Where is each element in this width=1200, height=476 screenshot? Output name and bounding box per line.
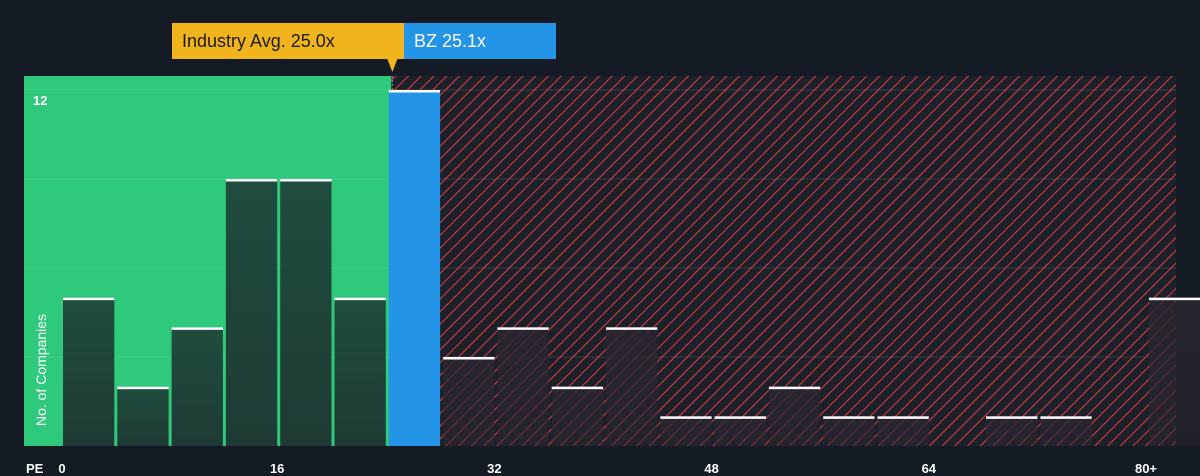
x-tick-label: 16 xyxy=(270,461,284,476)
bar-cap xyxy=(63,297,115,301)
bar-cap xyxy=(823,416,875,419)
x-tick-label: 48 xyxy=(704,461,718,476)
histogram-bar xyxy=(551,386,603,446)
histogram-bar xyxy=(443,357,495,446)
bar-cap xyxy=(551,386,603,390)
bar-cap xyxy=(606,327,658,330)
bar-cap xyxy=(171,327,223,330)
bar-cap xyxy=(334,297,386,301)
histogram-bar xyxy=(1040,416,1092,446)
x-tick-label: 0 xyxy=(58,461,65,476)
histogram-bar xyxy=(714,416,766,446)
industry-average-label: Industry Avg. 25.0x xyxy=(182,31,335,51)
histogram-bar xyxy=(171,327,223,446)
histogram-bar xyxy=(823,416,875,446)
company-pe-label: BZ 25.1x xyxy=(414,31,487,51)
x-tick-label: 32 xyxy=(487,461,501,476)
bar-cap xyxy=(280,179,332,182)
histogram-bar xyxy=(497,327,549,446)
histogram-bar xyxy=(877,416,929,446)
industry-average-callout: Industry Avg. 25.0x xyxy=(172,23,404,59)
histogram-bar xyxy=(225,179,278,446)
y-axis-title: No. of Companies xyxy=(33,314,49,426)
histogram-bar xyxy=(117,386,169,446)
histogram-bar xyxy=(986,416,1038,446)
histogram-bar xyxy=(606,327,658,446)
bar-cap xyxy=(660,416,712,419)
x-tick-label: 64 xyxy=(922,461,937,476)
bar-cap xyxy=(497,327,549,330)
bar-cap xyxy=(388,90,441,93)
histogram-bar xyxy=(768,386,821,446)
bar-cap xyxy=(1040,416,1092,419)
histogram-bar xyxy=(334,297,386,446)
industry-average-pointer xyxy=(387,59,398,72)
bar-cap xyxy=(768,386,821,390)
bar-cap xyxy=(877,416,929,419)
bar-cap xyxy=(225,179,278,182)
histogram-bar xyxy=(1149,297,1200,446)
histogram-bar xyxy=(63,297,115,446)
company-pe-callout: BZ 25.1x xyxy=(404,23,556,59)
bar-cap xyxy=(986,416,1038,419)
x-axis-title: PE xyxy=(26,461,44,476)
x-tick-label: 80+ xyxy=(1135,461,1157,476)
company-bar xyxy=(388,90,441,446)
bar-cap xyxy=(1149,297,1200,301)
histogram-bar xyxy=(280,179,332,446)
y-tick-label: 12 xyxy=(33,93,47,108)
histogram-bar xyxy=(660,416,712,446)
bar-cap xyxy=(443,357,495,360)
bar-cap xyxy=(714,416,766,419)
bar-cap xyxy=(117,386,169,390)
